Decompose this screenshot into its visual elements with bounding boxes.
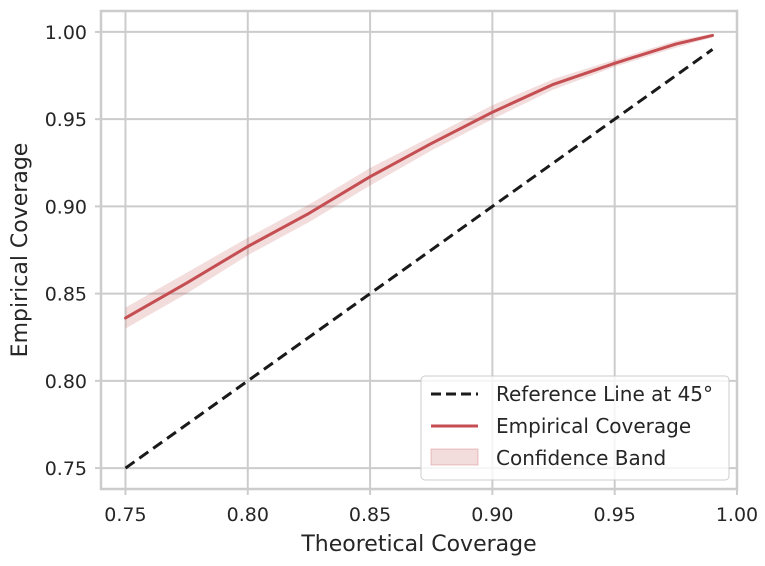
reference-line: [124, 48, 714, 470]
empirical-coverage-line: [124, 33, 714, 320]
legend-confidence-band-label: Confidence Band: [496, 446, 666, 470]
legend: Reference Line at 45° Empirical Coverage…: [420, 375, 730, 481]
legend-empirical-coverage-label: Empirical Coverage: [496, 414, 691, 438]
x-tick-labels: 0.75 0.80 0.85 0.90 0.95 1.00: [104, 504, 758, 526]
x-tick-label: 0.95: [594, 504, 636, 526]
x-tick-label: 0.75: [104, 504, 146, 526]
y-tick-label: 1.00: [45, 22, 87, 44]
y-tick-labels: 0.75 0.80 0.85 0.90 0.95 1.00: [45, 22, 87, 480]
y-tick-label: 0.95: [45, 109, 87, 131]
x-tick-label: 0.80: [227, 504, 269, 526]
x-tick-label: 1.00: [716, 504, 758, 526]
y-tick-label: 0.80: [45, 371, 87, 393]
y-tick-label: 0.90: [45, 196, 87, 218]
x-tick-label: 0.85: [349, 504, 391, 526]
y-axis-title: Empirical Coverage: [8, 143, 33, 358]
series-layer: [124, 33, 714, 470]
legend-reference-line-label: Reference Line at 45°: [496, 382, 713, 406]
y-tick-label: 0.85: [45, 284, 87, 306]
x-tick-label: 0.90: [471, 504, 513, 526]
legend-box: [420, 375, 730, 481]
x-axis-title: Theoretical Coverage: [300, 532, 536, 557]
legend-confidence-band-swatch: [430, 448, 479, 466]
plot-frame: [99, 9, 739, 491]
y-tick-label: 0.75: [45, 458, 87, 480]
